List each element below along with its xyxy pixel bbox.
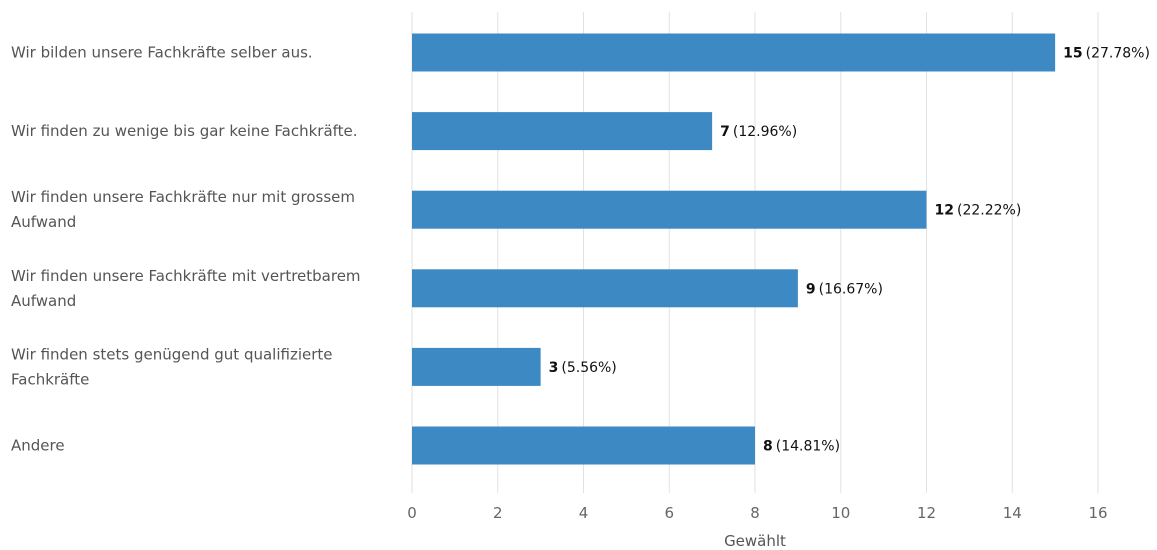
value-labels: 15 (27.78%) 7 (12.96%) 12 (22.22%) 9 (16.67%) 3(… [549,46,1150,455]
x-tick-label: 0 [407,504,417,522]
grid-lines [411,12,1099,493]
x-tick-label: 4 [579,504,589,522]
category-label: Wir bilden unsere Fachkräfte selber aus. [11,44,313,62]
bar [412,269,798,308]
bar [412,347,541,386]
category-label: Wir finden zu wenige bis gar keine Fachk… [11,122,358,140]
x-tick-label: 10 [831,504,850,522]
value-label: 12 (22.22%) [935,203,1022,219]
bar [412,190,927,229]
x-tick-label: 14 [1003,504,1022,522]
x-axis-ticks: 0 2 4 6 8 10 12 14 16 [407,504,1107,522]
category-label: Wir finden stets genügend gut qualifizie… [11,345,333,388]
bar [412,112,713,151]
category-label: Wir finden unsere Fachkräfte mit vertret… [11,267,361,310]
x-axis-title: Gewählt [724,532,786,550]
value-label: 9 (16.67%) [806,281,883,297]
category-label: Wir finden unsere Fachkräfte nur mit gro… [11,188,355,231]
bars [412,33,1056,465]
category-label: Andere [11,437,65,455]
x-tick-label: 2 [493,504,503,522]
value-label: 3 (5.56%) [549,360,617,376]
value-label: 7 (12.96%) [720,124,797,140]
value-label: 15 (27.78%) [1063,46,1150,62]
category-labels: Wir bilden unsere Fachkräfte selber aus.… [11,44,361,455]
x-tick-label: 12 [917,504,936,522]
x-tick-label: 16 [1088,504,1107,522]
bar [412,33,1056,72]
value-label: 8 (14.81%) [763,439,840,455]
bar [412,426,755,465]
x-tick-label: 6 [664,504,674,522]
x-tick-label: 8 [750,504,760,522]
